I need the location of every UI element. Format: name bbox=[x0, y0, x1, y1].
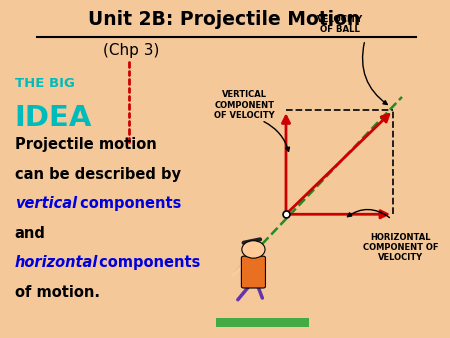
Text: components: components bbox=[94, 255, 201, 270]
Text: HORIZONTAL
COMPONENT OF
VELOCITY: HORIZONTAL COMPONENT OF VELOCITY bbox=[363, 233, 438, 263]
FancyBboxPatch shape bbox=[241, 256, 266, 288]
Text: Projectile motion: Projectile motion bbox=[15, 137, 157, 152]
Text: (Chp 3): (Chp 3) bbox=[103, 43, 159, 58]
Text: THE BIG: THE BIG bbox=[15, 77, 75, 90]
Circle shape bbox=[242, 241, 265, 258]
Text: can be described by: can be described by bbox=[15, 167, 181, 182]
Text: of motion.: of motion. bbox=[15, 285, 100, 300]
FancyBboxPatch shape bbox=[216, 318, 309, 327]
Text: vertical: vertical bbox=[15, 196, 77, 211]
Text: and: and bbox=[15, 226, 45, 241]
Text: IDEA: IDEA bbox=[15, 104, 92, 131]
Text: components: components bbox=[75, 196, 181, 211]
Text: Unit 2B: Projectile Motion: Unit 2B: Projectile Motion bbox=[88, 10, 360, 29]
Text: VERTICAL
COMPONENT
OF VELOCITY: VERTICAL COMPONENT OF VELOCITY bbox=[214, 90, 275, 120]
Text: VELOCITY
OF BALL: VELOCITY OF BALL bbox=[317, 15, 364, 34]
Text: horizontal: horizontal bbox=[15, 255, 98, 270]
